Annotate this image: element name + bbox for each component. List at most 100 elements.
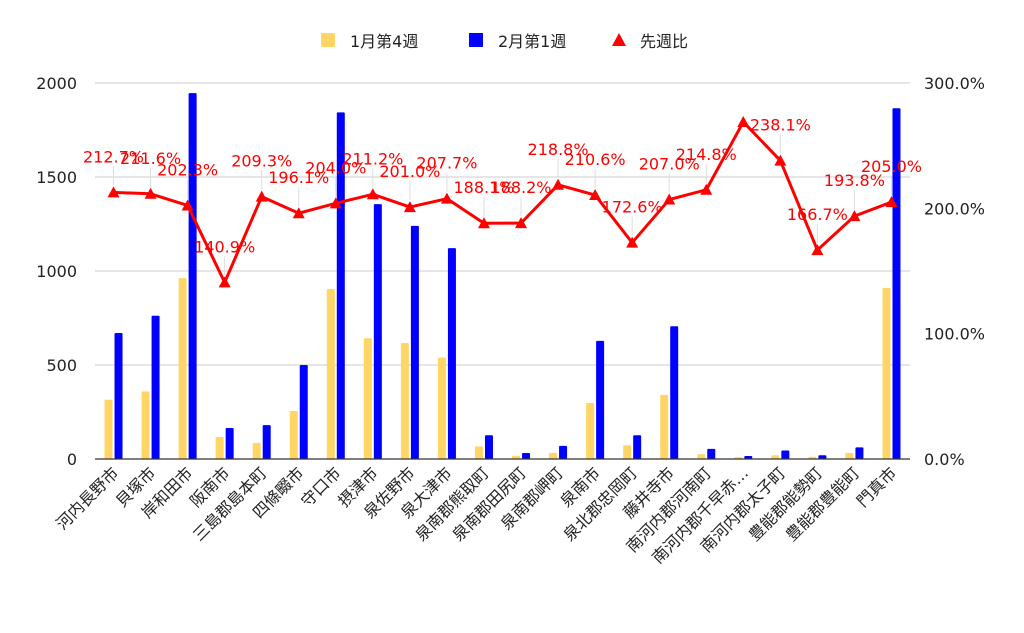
ratio-point-marker xyxy=(626,236,639,248)
ratio-point-marker xyxy=(107,186,120,198)
bar-series-1 xyxy=(771,455,780,459)
bar-series-1 xyxy=(845,452,854,459)
ratio-point-marker xyxy=(292,207,305,219)
bar-series-1 xyxy=(474,446,483,459)
y-right-tick-label: 200.0% xyxy=(924,199,985,218)
bars xyxy=(104,93,901,459)
bar-series-2 xyxy=(484,435,493,459)
ratio-point-marker xyxy=(329,197,342,209)
point-label: 210.6% xyxy=(565,150,626,169)
bar-series-2 xyxy=(670,326,679,459)
point-label: 209.3% xyxy=(231,152,292,171)
bar-series-2 xyxy=(744,455,753,459)
ratio-line xyxy=(107,115,898,288)
bar-series-1 xyxy=(512,455,521,459)
point-label: 166.7% xyxy=(787,205,848,224)
bar-series-1 xyxy=(549,452,558,459)
ratio-point-marker xyxy=(737,115,750,127)
bar-series-2 xyxy=(336,112,345,459)
bar-series-1 xyxy=(178,278,187,459)
bar-series-2 xyxy=(225,427,234,459)
point-label: 214.8% xyxy=(676,145,737,164)
point-label: 196.1% xyxy=(268,168,329,187)
legend-triangle-marker-icon xyxy=(612,33,626,46)
ratio-point-marker xyxy=(403,201,416,213)
ratio-point-marker xyxy=(552,178,565,190)
bar-series-2 xyxy=(299,365,308,459)
point-label: 212.7% xyxy=(83,147,144,166)
point-label: 211.2% xyxy=(342,149,403,168)
bar-series-2 xyxy=(633,435,642,459)
y-left-tick-label: 1500 xyxy=(36,168,77,187)
ratio-point-marker xyxy=(589,189,602,201)
bar-series-2 xyxy=(781,450,790,459)
point-label: 207.0% xyxy=(639,155,700,174)
ratio-point-marker xyxy=(774,154,787,166)
bar-series-2 xyxy=(707,448,716,459)
left-axis: 0 500 1000 1500 2000 xyxy=(36,74,77,469)
right-axis: 0.0% 100.0% 200.0% 300.0% xyxy=(924,74,985,469)
ratio-point-marker xyxy=(477,217,490,229)
ratio-point-marker xyxy=(366,188,379,200)
legend-label-series-2: 2月第1週 xyxy=(498,32,566,51)
x-tick-label: 門真市 xyxy=(853,463,900,510)
legend: 1月第4週 2月第1週 先週比 xyxy=(321,32,688,51)
point-label: 188.2% xyxy=(491,178,552,197)
bar-series-2 xyxy=(522,452,531,459)
bar-series-2 xyxy=(818,455,827,459)
point-label: 140.9% xyxy=(194,237,255,256)
ratio-point-marker xyxy=(144,187,157,199)
ratio-point-marker xyxy=(255,190,268,202)
point-labels: 212.7%211.6%202.3% 140.9% 209.3%196.1%204.… xyxy=(83,116,922,276)
bar-series-2 xyxy=(855,447,864,459)
x-tick-label: 守口市 xyxy=(297,463,344,510)
ratio-point-marker xyxy=(440,192,453,204)
ratio-point-marker xyxy=(848,210,861,222)
legend-label-series-3: 先週比 xyxy=(640,32,688,51)
ratio-point-marker xyxy=(885,196,898,208)
bar-series-1 xyxy=(141,391,150,459)
y-right-tick-label: 0.0% xyxy=(924,450,965,469)
ratio-point-marker xyxy=(218,276,231,288)
ratio-point-marker xyxy=(515,217,528,229)
legend-label-series-1: 1月第4週 xyxy=(350,32,418,51)
bar-series-1 xyxy=(882,287,891,459)
bar-series-1 xyxy=(660,394,669,459)
bar-series-1 xyxy=(326,289,335,459)
bar-series-2 xyxy=(114,333,123,459)
ratio-point-marker xyxy=(811,244,824,256)
point-label: 211.6% xyxy=(120,149,181,168)
point-label: 238.1% xyxy=(750,116,811,135)
point-label: 218.8% xyxy=(528,140,589,159)
y-left-tick-label: 1000 xyxy=(36,262,77,281)
y-right-tick-label: 100.0% xyxy=(924,325,985,344)
point-label: 172.6% xyxy=(602,198,663,217)
bar-series-1 xyxy=(363,338,372,459)
bar-series-2 xyxy=(559,445,568,459)
bar-series-2 xyxy=(373,204,382,459)
bar-series-2 xyxy=(151,315,160,459)
bar-series-2 xyxy=(262,425,271,459)
ratio-point-marker xyxy=(700,183,713,195)
bar-series-1 xyxy=(623,445,632,459)
bar-series-1 xyxy=(586,402,595,459)
bar-series-2 xyxy=(447,248,456,459)
point-label: 188.1% xyxy=(453,178,514,197)
y-left-tick-label: 0 xyxy=(67,450,77,469)
y-right-tick-label: 300.0% xyxy=(924,74,985,93)
x-axis: 河内長野市貝塚市岸和田市阪南市三島郡島本町四條畷市守口市摂津市泉佐野市泉大津市泉… xyxy=(52,458,910,567)
point-label: 193.8% xyxy=(824,171,885,190)
bar-series-2 xyxy=(410,225,419,459)
ratio-point-marker xyxy=(663,193,676,205)
point-label: 207.7% xyxy=(416,154,477,173)
ratio-point-marker xyxy=(181,199,194,211)
bar-series-2 xyxy=(188,93,197,459)
bar-series-1 xyxy=(289,411,298,459)
point-label: 204.0% xyxy=(305,158,366,177)
bar-series-1 xyxy=(697,454,706,459)
bar-series-1 xyxy=(400,343,409,459)
y-left-tick-label: 2000 xyxy=(36,74,77,93)
bar-series-2 xyxy=(596,340,605,459)
legend-swatch-series-1 xyxy=(321,33,335,47)
